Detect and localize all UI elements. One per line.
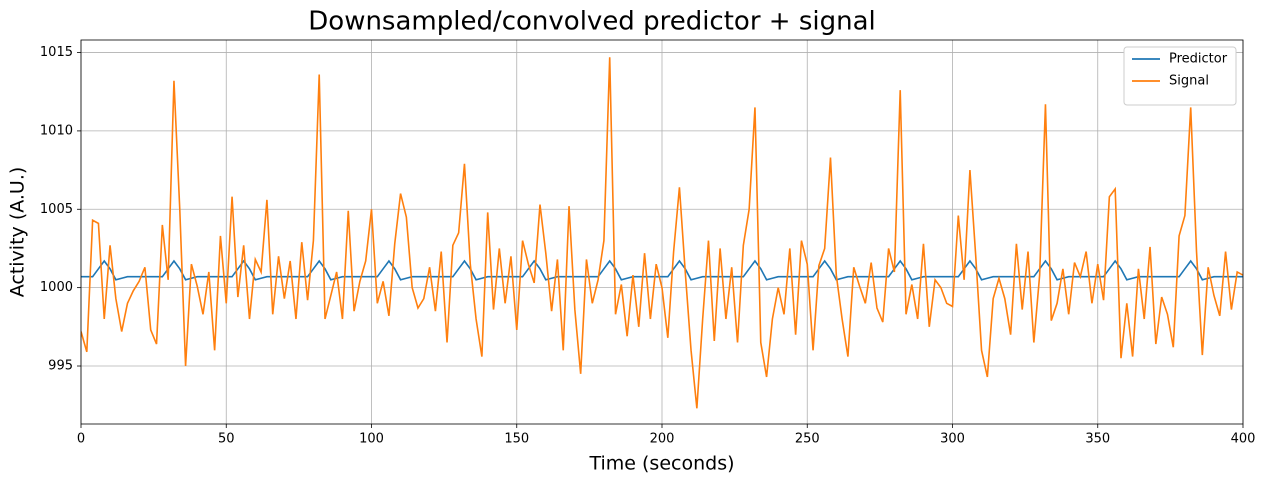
- y-tick-label: 1010: [40, 123, 73, 138]
- y-axis-label: Activity (A.U.): [7, 167, 29, 298]
- legend-box: [1123, 46, 1237, 106]
- x-tick-label: 50: [218, 432, 235, 447]
- x-tick-label: 200: [650, 432, 675, 447]
- x-tick-label: 0: [77, 432, 85, 447]
- y-tick-label: 1005: [40, 202, 73, 217]
- x-axis-label: Time (seconds): [588, 453, 734, 475]
- x-tick-label: 300: [940, 432, 965, 447]
- x-tick-label: 250: [795, 432, 820, 447]
- x-tick-label: 350: [1085, 432, 1110, 447]
- plot-frame: [80, 39, 1244, 425]
- series-line: [81, 57, 1243, 409]
- y-tick-label: 1015: [40, 45, 73, 60]
- chart-title: Downsampled/convolved predictor + signal: [308, 7, 875, 37]
- x-tick-label: 150: [504, 432, 529, 447]
- legend-label: Signal: [1169, 74, 1209, 89]
- x-tick-label: 400: [1231, 432, 1256, 447]
- legend-label: Predictor: [1169, 52, 1228, 67]
- x-tick-label: 100: [359, 432, 384, 447]
- y-tick-label: 995: [48, 359, 73, 374]
- y-tick-label: 1000: [40, 280, 73, 295]
